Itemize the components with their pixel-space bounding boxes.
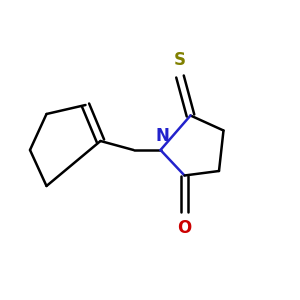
Text: O: O <box>177 219 192 237</box>
Text: N: N <box>155 127 169 145</box>
Text: S: S <box>174 51 186 69</box>
